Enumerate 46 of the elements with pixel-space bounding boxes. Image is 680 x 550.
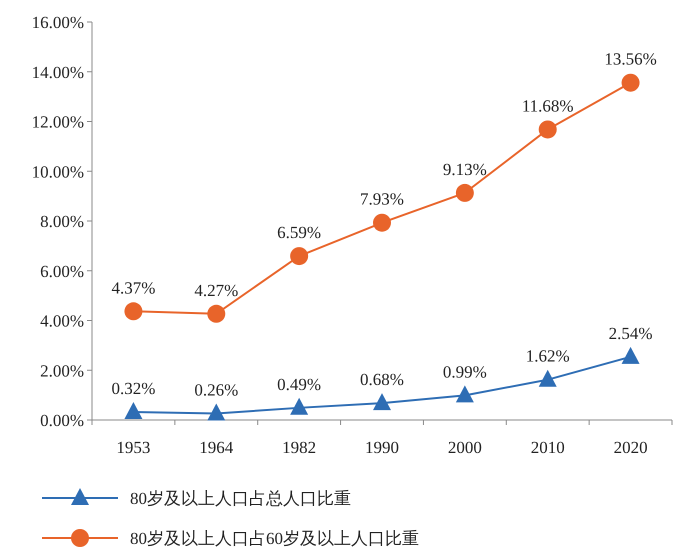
point — [622, 74, 640, 92]
data-label: 0.49% — [277, 374, 322, 394]
y-tick-label: 2.00% — [40, 361, 84, 380]
data-label: 4.27% — [194, 280, 238, 300]
data-label: 0.99% — [442, 362, 487, 382]
point — [456, 385, 474, 402]
legend-label: 80岁及以上人口占60岁及以上人口比重 — [130, 529, 419, 548]
x-tick-label: 2020 — [614, 438, 648, 457]
data-label: 6.59% — [277, 223, 322, 242]
data-label: 0.32% — [111, 379, 156, 398]
legend-label: 80岁及以上人口占总人口比重 — [130, 489, 351, 508]
point — [124, 302, 142, 320]
data-label: 9.13% — [442, 160, 487, 179]
data-label: 2.54% — [608, 324, 653, 343]
data-label: 11.68% — [522, 96, 574, 116]
point — [290, 398, 308, 415]
point — [622, 346, 640, 364]
data-label: 7.93% — [360, 190, 404, 209]
point — [456, 184, 474, 202]
point — [290, 247, 308, 266]
point — [207, 404, 226, 421]
data-label: 0.68% — [360, 370, 404, 390]
point — [373, 214, 391, 232]
x-tick-label: 1953 — [116, 438, 150, 457]
x-tick-label: 1964 — [199, 438, 234, 457]
y-tick-label: 4.00% — [40, 312, 84, 330]
x-tick-label: 2000 — [448, 438, 482, 457]
data-label: 0.26% — [194, 380, 238, 400]
y-tick-label: 6.00% — [40, 262, 84, 281]
data-label: 1.62% — [526, 346, 570, 366]
data-label: 13.56% — [604, 50, 657, 69]
x-tick-label: 2010 — [530, 438, 565, 457]
point — [538, 120, 557, 138]
y-tick-label: 12.00% — [32, 112, 84, 132]
x-tick-label: 1982 — [282, 438, 316, 457]
point — [207, 304, 226, 323]
y-tick-label: 0.00% — [40, 411, 84, 430]
y-tick-label: 8.00% — [40, 212, 84, 231]
y-tick-label: 16.00% — [32, 13, 84, 32]
data-label: 4.37% — [111, 278, 156, 298]
x-tick-label: 1990 — [365, 438, 399, 457]
y-tick-label: 14.00% — [32, 62, 84, 82]
point — [373, 393, 391, 410]
point — [124, 402, 142, 420]
y-tick-label: 10.00% — [32, 162, 84, 182]
point — [538, 370, 557, 387]
